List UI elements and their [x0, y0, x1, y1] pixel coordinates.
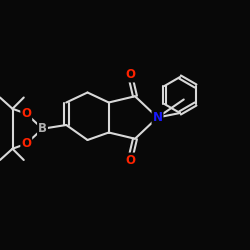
Text: B: B [38, 122, 47, 135]
Text: O: O [21, 107, 31, 120]
Text: N: N [152, 111, 162, 124]
Text: O: O [21, 137, 31, 150]
Text: O: O [125, 68, 135, 82]
Text: O: O [125, 154, 135, 166]
